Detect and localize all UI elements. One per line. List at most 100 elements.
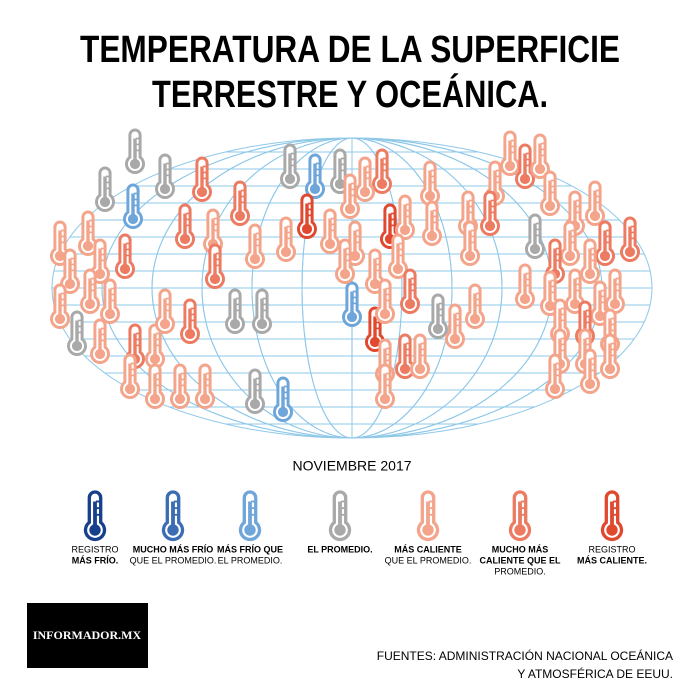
thermometer-mercury bbox=[343, 248, 347, 273]
thermometer bbox=[205, 243, 225, 289]
thermometer-bulb bbox=[159, 183, 171, 195]
thermometer-mercury bbox=[178, 373, 182, 398]
thermometer bbox=[145, 323, 165, 369]
thermometer-bulb bbox=[414, 363, 426, 375]
thermometer bbox=[245, 368, 265, 414]
legend-label: MÁS CALIENTE bbox=[394, 544, 462, 554]
thermometer bbox=[238, 490, 262, 542]
thermometer bbox=[545, 353, 565, 399]
thermometer-bulb bbox=[64, 278, 76, 290]
thermometer-bulb bbox=[94, 348, 106, 360]
thermometer bbox=[67, 310, 87, 356]
thermometer-bulb bbox=[249, 398, 261, 410]
thermometer-bulb bbox=[174, 393, 186, 405]
thermometer-bulb bbox=[179, 233, 191, 245]
thermometer-mercury bbox=[573, 200, 577, 225]
thermometer-mercury bbox=[430, 210, 434, 235]
legend-label: EL PROMEDIO. bbox=[218, 555, 283, 565]
thermometer-mercury bbox=[523, 153, 527, 178]
thermometer-bulb bbox=[519, 293, 531, 305]
thermometer-mercury bbox=[98, 248, 102, 273]
thermometer-bulb bbox=[564, 250, 576, 262]
thermometer bbox=[273, 376, 293, 422]
thermometer-bulb bbox=[376, 178, 388, 190]
thermometer-bulb bbox=[54, 313, 66, 325]
thermometer-mercury bbox=[338, 158, 342, 183]
thermometer bbox=[180, 298, 200, 344]
thermometer-mercury bbox=[248, 501, 252, 529]
thermometer-bulb bbox=[424, 190, 436, 202]
thermometer-bulb bbox=[432, 323, 444, 335]
thermometer-mercury bbox=[593, 190, 597, 215]
thermometer bbox=[320, 208, 340, 254]
thermometer-mercury bbox=[171, 501, 175, 529]
thermometer-mercury bbox=[313, 163, 317, 188]
thermometer bbox=[145, 363, 165, 409]
thermometer-mercury bbox=[260, 298, 264, 323]
thermometer-mercury bbox=[403, 343, 407, 368]
legend-label: MÁS FRÍO QUE bbox=[217, 544, 283, 554]
thermometer-bulb bbox=[609, 298, 621, 310]
thermometer bbox=[428, 293, 448, 339]
thermometer-bulb bbox=[167, 524, 179, 536]
thermometer-bulb bbox=[379, 393, 391, 405]
thermometer bbox=[335, 238, 355, 284]
thermometer-mercury bbox=[588, 248, 592, 273]
legend-label: CALIENTE QUE EL bbox=[479, 555, 561, 565]
thermometer-mercury bbox=[493, 170, 497, 195]
thermometer-mercury bbox=[380, 158, 384, 183]
thermometer-mercury bbox=[588, 358, 592, 383]
thermometer-mercury bbox=[418, 343, 422, 368]
thermometer bbox=[125, 128, 145, 174]
thermometer-bulb bbox=[277, 406, 289, 418]
thermometer bbox=[515, 143, 535, 189]
thermometer-mercury bbox=[598, 290, 602, 315]
thermometer-bulb bbox=[334, 524, 346, 536]
thermometer-mercury bbox=[548, 280, 552, 305]
thermometer-bulb bbox=[599, 250, 611, 262]
thermometer-bulb bbox=[229, 318, 241, 330]
thermometer bbox=[161, 490, 185, 542]
thermometer-mercury bbox=[466, 200, 470, 225]
thermometer-bulb bbox=[469, 313, 481, 325]
thermometer-mercury bbox=[353, 230, 357, 255]
thermometer-mercury bbox=[253, 233, 257, 258]
thermometer-mercury bbox=[163, 163, 167, 188]
thermometer bbox=[305, 153, 325, 199]
thermometer-mercury bbox=[288, 153, 292, 178]
thermometer-mercury bbox=[436, 303, 440, 328]
thermometer bbox=[120, 353, 140, 399]
thermometer-bulb bbox=[54, 250, 66, 262]
thermometer-bulb bbox=[392, 263, 404, 275]
thermometer bbox=[410, 333, 430, 379]
thermometer-bulb bbox=[84, 298, 96, 310]
thermometer bbox=[80, 268, 100, 314]
thermometer-bulb bbox=[196, 186, 208, 198]
thermometer-mercury bbox=[203, 373, 207, 398]
thermometer-bulb bbox=[422, 524, 434, 536]
thermometer-mercury bbox=[523, 273, 527, 298]
thermometer-mercury bbox=[163, 298, 167, 323]
thermometer bbox=[328, 490, 352, 542]
thermometer-mercury bbox=[533, 223, 537, 248]
thermometer bbox=[90, 318, 110, 364]
thermometer-mercury bbox=[188, 308, 192, 333]
thermometer-mercury bbox=[628, 226, 632, 251]
thermometer bbox=[480, 190, 500, 236]
thermometer-mercury bbox=[583, 310, 587, 335]
thermometer-bulb bbox=[284, 173, 296, 185]
thermometer-mercury bbox=[610, 501, 614, 529]
thermometer-bulb bbox=[71, 340, 83, 352]
thermometer-mercury bbox=[583, 338, 587, 363]
thermometer-mercury bbox=[388, 213, 392, 238]
thermometer bbox=[580, 348, 600, 394]
thermometer-bulb bbox=[544, 300, 556, 312]
thermometer bbox=[460, 220, 480, 266]
thermometer bbox=[400, 268, 420, 314]
thermometer bbox=[230, 180, 250, 226]
thermometer-mercury bbox=[426, 501, 430, 529]
thermometer-mercury bbox=[383, 373, 387, 398]
thermometer-mercury bbox=[473, 293, 477, 318]
thermometer bbox=[280, 143, 300, 189]
